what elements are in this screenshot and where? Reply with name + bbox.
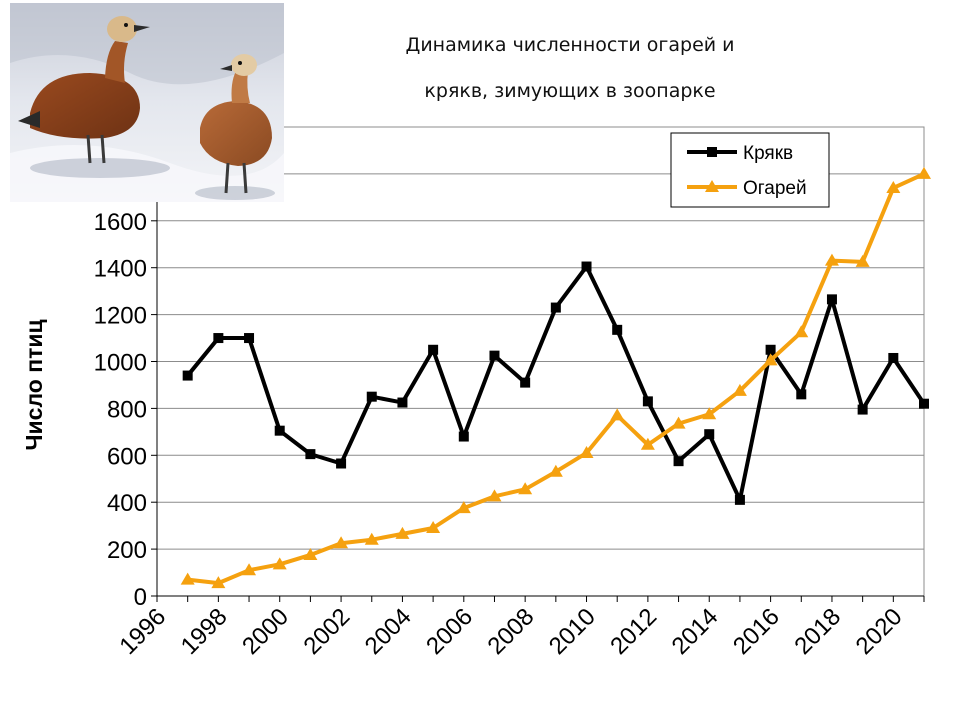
data-point-triangle <box>272 557 287 570</box>
data-point-triangle <box>487 489 502 502</box>
data-point-square <box>366 391 377 402</box>
data-point-square <box>428 344 439 355</box>
legend-marker-triangle <box>705 180 719 192</box>
data-point-triangle <box>763 353 778 366</box>
data-point-triangle <box>334 536 349 549</box>
legend-marker-square <box>707 147 717 157</box>
data-point-square <box>274 425 285 436</box>
data-point-square <box>581 261 592 272</box>
data-point-triangle <box>579 445 594 458</box>
data-point-triangle <box>917 166 931 179</box>
data-point-square <box>336 458 347 469</box>
data-point-square <box>642 396 653 407</box>
data-point-square <box>213 333 224 344</box>
data-point-square <box>244 333 255 344</box>
legend-box <box>670 132 830 208</box>
legend: Крякв Огарей <box>670 132 830 208</box>
data-point-square <box>673 456 684 467</box>
y-tick-label: 1200 <box>94 303 147 330</box>
x-tick-label: 2016 <box>728 603 785 660</box>
data-point-triangle <box>303 547 318 560</box>
data-point-square <box>826 294 837 305</box>
y-tick-label: 1000 <box>94 350 147 377</box>
data-point-square <box>458 431 469 442</box>
data-point-square <box>612 324 623 335</box>
y-tick-label: 600 <box>107 443 147 470</box>
data-point-square <box>182 370 193 381</box>
data-point-triangle <box>640 437 655 450</box>
data-point-triangle <box>426 520 441 533</box>
data-point-square <box>520 377 531 388</box>
x-tick-label: 2010 <box>544 603 601 660</box>
y-tick-label: 1400 <box>94 256 147 283</box>
data-point-triangle <box>364 532 379 545</box>
x-tick-label: 2012 <box>605 603 662 660</box>
title-line-1: Динамика численности огарей и <box>405 34 735 56</box>
series-group <box>180 166 931 589</box>
data-point-square <box>397 397 408 408</box>
y-tick-label: 400 <box>107 490 147 517</box>
y-tick-label: 800 <box>107 396 147 423</box>
chart-title: Динамика численности огарей и крякв, зим… <box>340 22 800 114</box>
data-point-square <box>704 429 715 440</box>
x-tick-label: 1998 <box>176 603 233 660</box>
legend-label: Огарей <box>743 178 807 199</box>
y-tick-label: 1600 <box>94 209 147 236</box>
data-point-triangle <box>824 253 839 266</box>
legend-label: Крякв <box>743 143 793 164</box>
x-tick-label: 2014 <box>667 603 724 660</box>
data-point-triangle <box>732 383 747 396</box>
x-tick-label: 2020 <box>851 603 908 660</box>
data-point-square <box>734 494 745 505</box>
y-tick-label: 200 <box>107 537 147 564</box>
x-tick-label: 2002 <box>298 603 355 660</box>
data-point-triangle <box>610 408 625 421</box>
data-point-triangle <box>548 464 563 477</box>
data-point-triangle <box>794 325 809 338</box>
x-tick-label: 1996 <box>114 603 171 660</box>
ruddy-shelduck-photo <box>10 3 284 202</box>
y-tick-label: 0 <box>134 584 147 611</box>
x-tick-label: 2000 <box>237 603 294 660</box>
data-point-triangle <box>242 563 257 576</box>
data-point-triangle <box>518 482 533 495</box>
data-point-triangle <box>671 416 686 429</box>
y-axis-label: Число птиц <box>21 319 47 450</box>
data-point-square <box>765 344 776 355</box>
data-point-triangle <box>855 254 870 267</box>
data-point-square <box>550 302 561 313</box>
x-tick-label: 2004 <box>360 603 417 660</box>
x-tick-label: 2006 <box>421 603 478 660</box>
data-point-triangle <box>211 576 226 589</box>
title-line-2: крякв, зимующих в зоопарке <box>424 80 716 102</box>
x-tick-label: 2018 <box>789 603 846 660</box>
data-point-triangle <box>180 572 195 585</box>
data-point-square <box>305 449 316 460</box>
data-point-triangle <box>886 180 901 193</box>
data-point-square <box>857 404 868 415</box>
x-tick-label: 2008 <box>483 603 540 660</box>
data-point-triangle <box>702 407 717 420</box>
data-point-triangle <box>456 501 471 514</box>
data-point-square <box>489 350 500 361</box>
data-point-square <box>919 398 929 409</box>
data-point-triangle <box>395 526 410 539</box>
data-point-square <box>888 352 899 363</box>
data-point-square <box>796 389 807 400</box>
